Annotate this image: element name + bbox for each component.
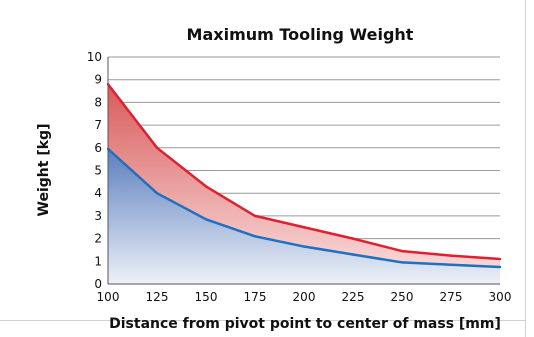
x-tick-label-100: 100 — [97, 290, 120, 304]
series-0-point-3 — [253, 214, 257, 218]
series-1-point-4 — [302, 245, 306, 248]
series-areas — [108, 84, 500, 285]
x-tick-label-300: 300 — [489, 290, 512, 304]
x-tick-label-150: 150 — [195, 290, 218, 304]
y-tick-label-7: 7 — [94, 118, 102, 132]
x-axis-label: Distance from pivot point to center of m… — [109, 316, 501, 332]
y-tick-label-10: 10 — [87, 50, 102, 64]
y-axis-label: Weight [kg] — [36, 124, 52, 217]
series-0-point-5 — [351, 237, 355, 240]
chart-title: Maximum Tooling Weight — [187, 25, 414, 44]
series-1-point-3 — [253, 235, 257, 238]
y-tick-label-8: 8 — [94, 95, 102, 109]
y-tick-label-4: 4 — [94, 186, 102, 200]
series-0-point-1 — [155, 146, 159, 149]
series-1-point-6 — [400, 261, 404, 264]
axes — [107, 57, 500, 285]
x-tick-label-175: 175 — [244, 290, 267, 304]
y-tick-label-5: 5 — [94, 164, 102, 178]
x-tick-label-225: 225 — [342, 290, 365, 304]
frame-border-right — [525, 0, 526, 337]
series-0-point-6 — [400, 249, 404, 253]
x-tick-labels: 100 125 150 175 200 225 250 275 300 — [97, 290, 512, 304]
x-tick-label-200: 200 — [293, 290, 316, 304]
frame-border-bottom — [0, 320, 525, 321]
y-tick-label-2: 2 — [94, 232, 102, 246]
series-1-point-2 — [204, 218, 208, 221]
x-tick-label-250: 250 — [391, 290, 414, 304]
y-tick-label-3: 3 — [94, 209, 102, 223]
x-tick-label-275: 275 — [440, 290, 463, 304]
series-0-point-2 — [204, 185, 208, 188]
x-tick-label-125: 125 — [146, 290, 169, 304]
series-0-point-8 — [498, 257, 502, 261]
series-1-point-7 — [449, 263, 453, 266]
series-1-point-5 — [351, 253, 355, 256]
y-tick-labels: 0 1 2 3 4 5 6 7 8 9 10 — [87, 50, 102, 291]
y-tick-label-1: 1 — [94, 254, 102, 268]
series-0-point-7 — [449, 254, 453, 257]
series-1-area — [108, 148, 500, 284]
y-tick-label-0: 0 — [94, 277, 102, 291]
y-tick-label-6: 6 — [94, 141, 102, 155]
series-1-point-1 — [155, 192, 159, 195]
y-tick-label-9: 9 — [94, 73, 102, 87]
series-0-point-4 — [302, 226, 306, 229]
series-1-point-8 — [498, 265, 502, 269]
